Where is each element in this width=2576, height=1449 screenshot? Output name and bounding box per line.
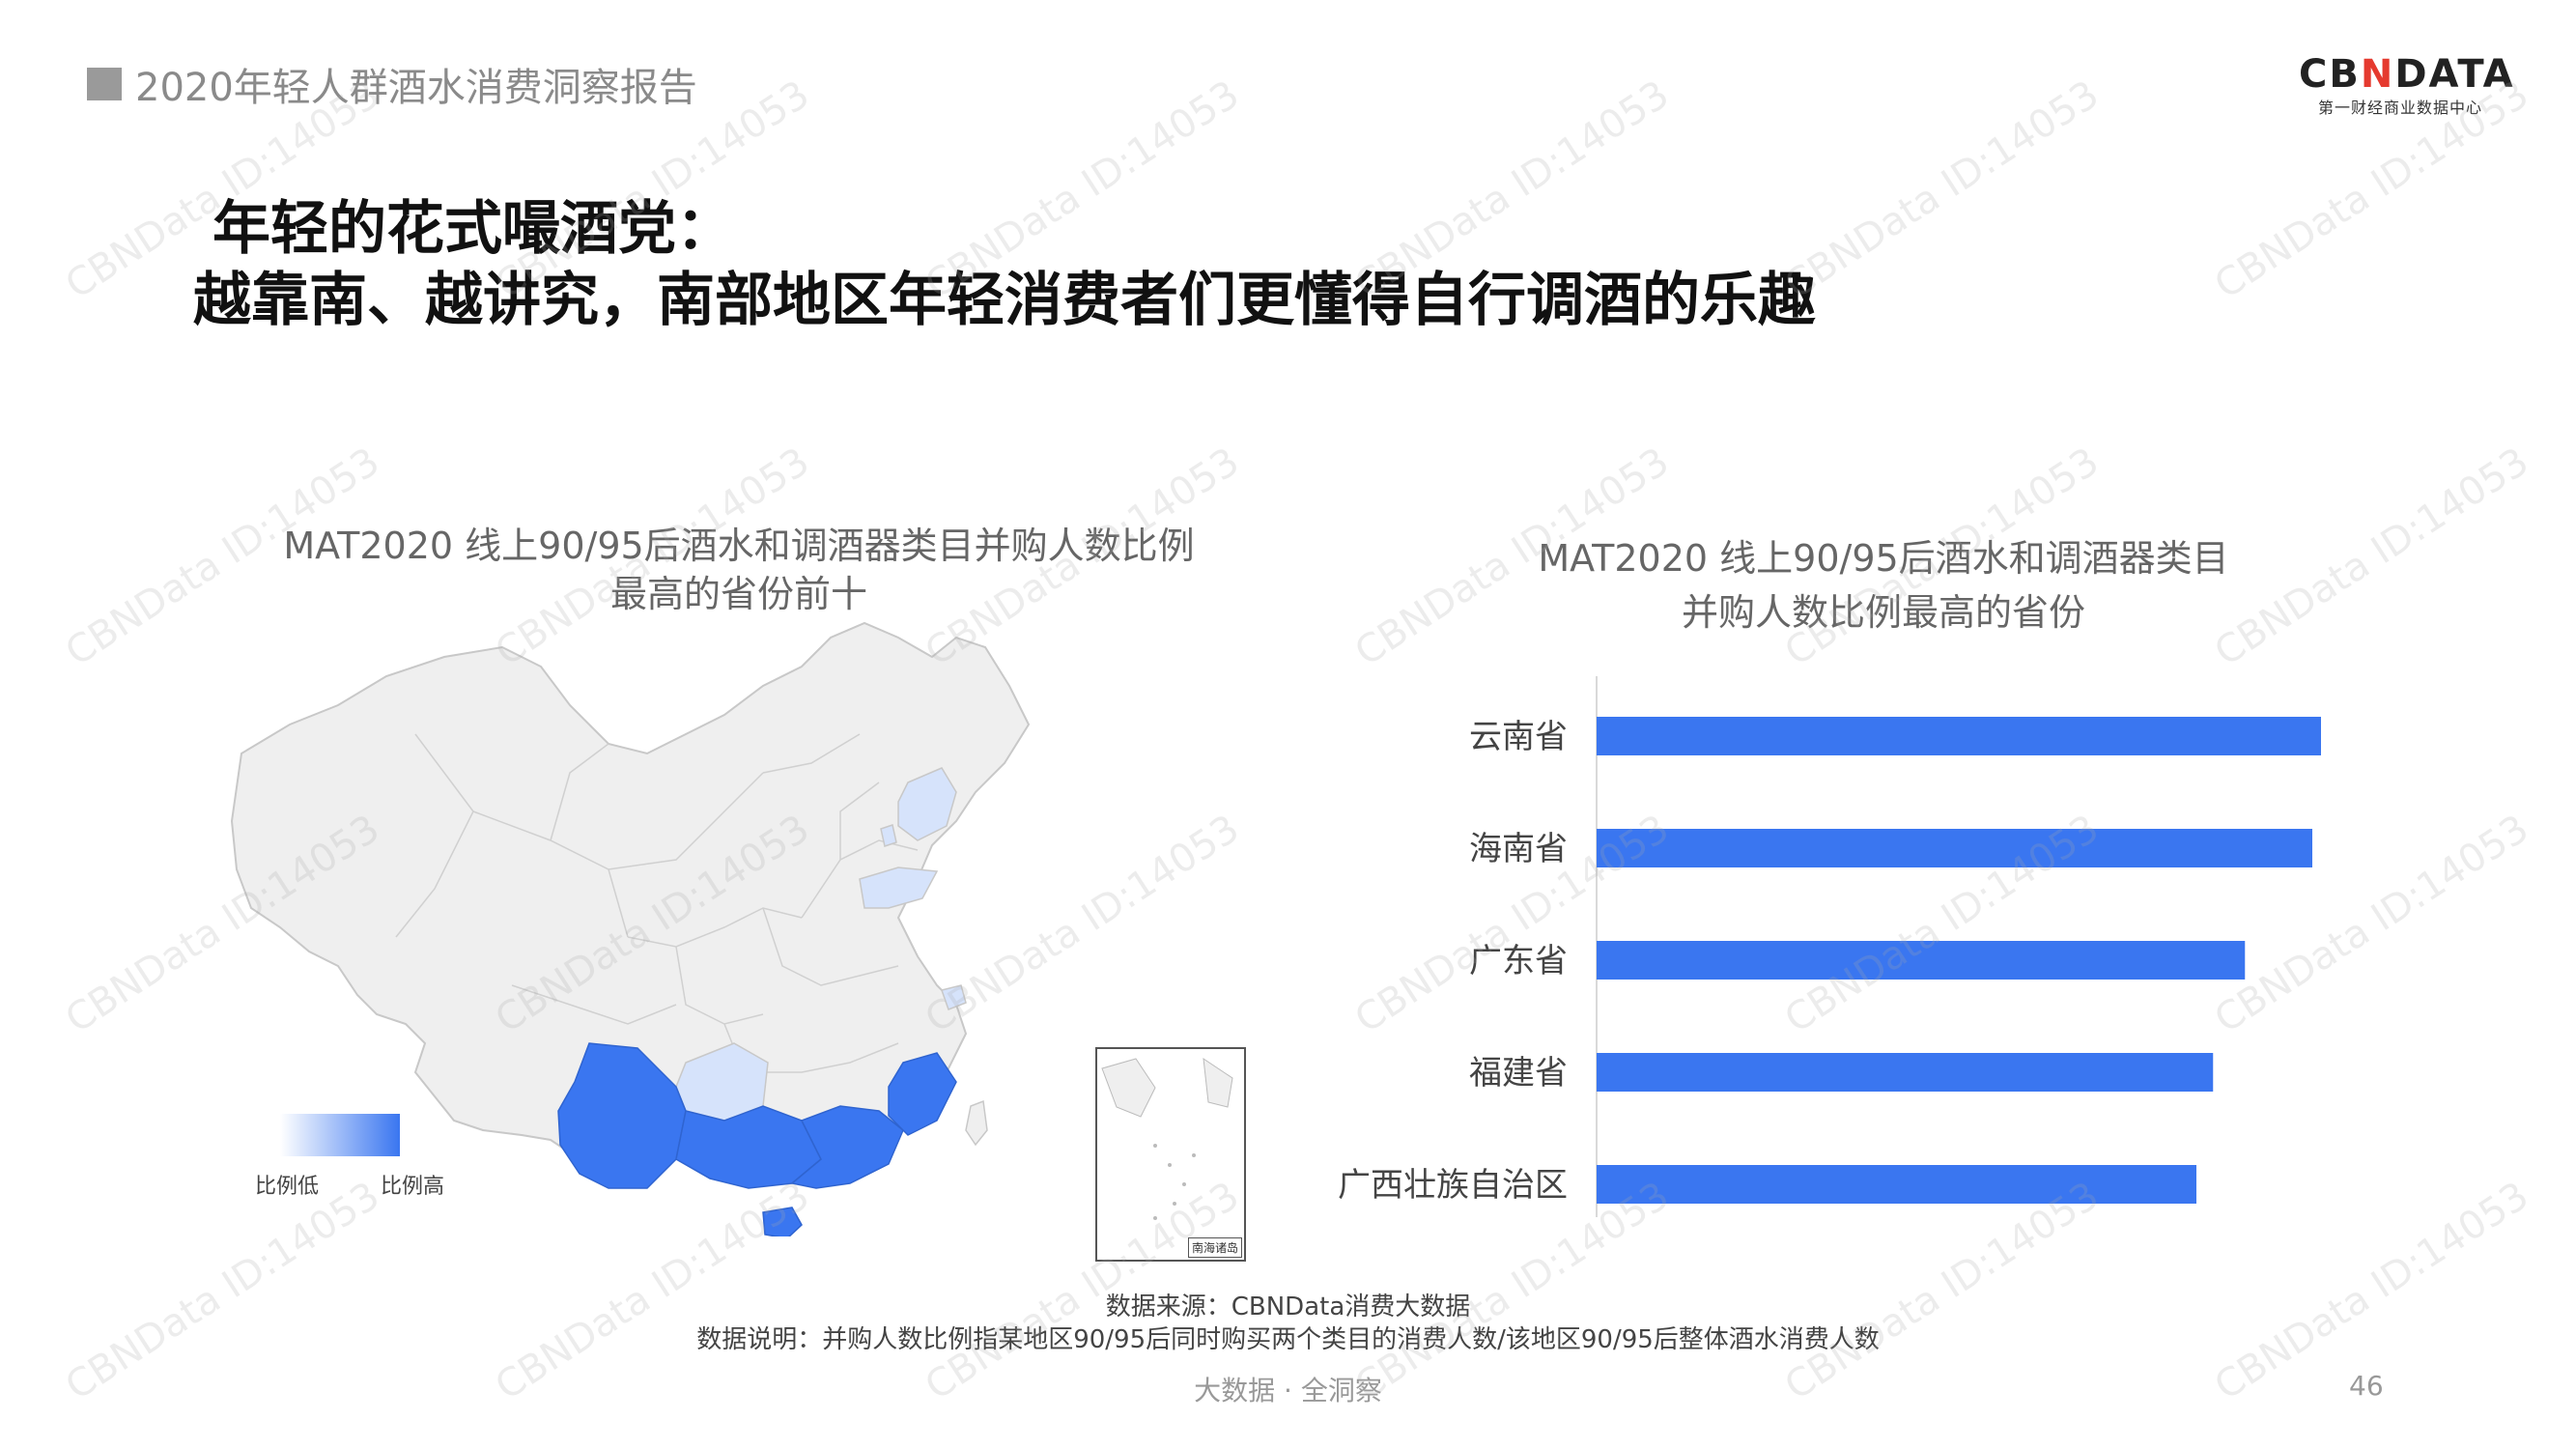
map-title: MAT2020 线上90/95后酒水和调酒器类目并购人数比例 最高的省份前十 (222, 522, 1256, 618)
category-label-0: 云南省 (1469, 718, 1568, 756)
watermark-text: CBNData ID:14053 (1777, 71, 2108, 308)
header-square-icon (87, 68, 122, 100)
province-tianjin (880, 824, 897, 847)
legend-high-label: 比例高 (381, 1175, 445, 1199)
bar-chart-title-line-1: MAT2020 线上90/95后酒水和调酒器类目 (1538, 537, 2229, 580)
province-guangdong (790, 1105, 904, 1189)
category-label-2: 广东省 (1469, 942, 1568, 980)
footer-tagline: 大数据 · 全洞察 (1194, 1375, 1382, 1406)
map-title-line-1: MAT2020 线上90/95后酒水和调酒器类目并购人数比例 (283, 525, 1195, 567)
bar-2 (1597, 941, 2246, 980)
data-note: 数据说明：并购人数比例指某地区90/95后同时购买两个类目的消费人数/该地区90… (696, 1325, 1880, 1354)
legend-low-label: 比例低 (255, 1175, 320, 1199)
category-label-3: 福建省 (1469, 1054, 1568, 1093)
bar-chart-title: MAT2020 线上90/95后酒水和调酒器类目 并购人数比例最高的省份 (1458, 531, 2308, 639)
logo-wordmark: CBNDATA (2299, 52, 2515, 97)
category-label-4: 广西壮族自治区 (1338, 1166, 1568, 1205)
map-title-line-2: 最高的省份前十 (609, 573, 867, 615)
south-china-sea-inset: 南海诸岛 (1095, 1047, 1246, 1262)
china-province-map (230, 621, 1031, 1236)
province-zhejiang (941, 984, 967, 1010)
map-legend-gradient (280, 1114, 400, 1156)
logo-subtitle: 第一财经商业数据中心 (2317, 99, 2482, 117)
headline-line-2: 越靠南、越讲究，南部地区年轻消费者们更懂得自行调酒的乐趣 (193, 267, 1816, 334)
inset-map (1101, 1057, 1233, 1220)
province-taiwan (965, 1099, 988, 1147)
province-hainan (762, 1207, 803, 1236)
province-fujian (888, 1052, 957, 1136)
bar-4 (1597, 1165, 2196, 1204)
data-source: 数据来源：CBNData消费大数据 (1105, 1293, 1471, 1321)
bar-1 (1597, 829, 2312, 867)
province-liaoning (897, 767, 957, 841)
province-shandong (859, 867, 939, 909)
bar-chart-title-line-2: 并购人数比例最高的省份 (1681, 591, 2085, 634)
province-yunnan (557, 1042, 687, 1189)
report-title: 2020年轻人群酒水消费洞察报告 (135, 66, 697, 110)
bar-3 (1597, 1053, 2214, 1092)
headline-line-1: 年轻的花式嘬酒党： (212, 195, 734, 263)
page-number: 46 (2349, 1370, 2384, 1402)
bar-0 (1597, 717, 2321, 755)
category-label-1: 海南省 (1469, 830, 1568, 868)
cbndata-logo: CBNDATA 第一财经商业数据中心 (2299, 52, 2515, 118)
inset-label: 南海诸岛 (1187, 1237, 1242, 1258)
